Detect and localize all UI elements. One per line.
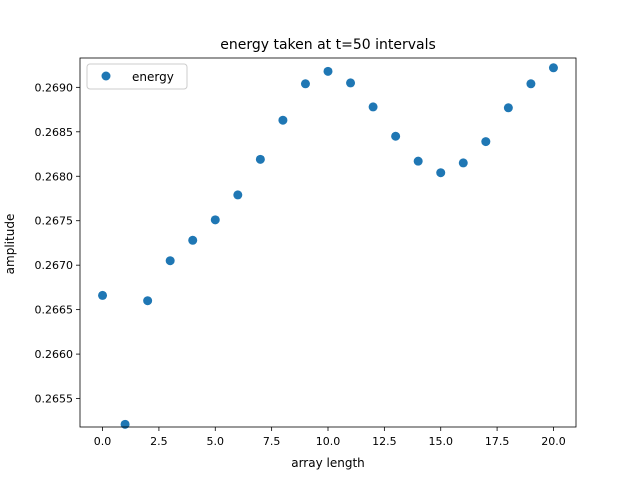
data-point — [165, 256, 175, 266]
data-point — [391, 131, 401, 141]
x-tick-label: 5.0 — [207, 435, 225, 448]
y-tick-label: 0.2675 — [35, 215, 74, 228]
y-tick-label: 0.2690 — [35, 81, 74, 94]
data-point — [481, 137, 491, 147]
x-tick-label: 20.0 — [541, 435, 566, 448]
x-tick-label: 0.0 — [94, 435, 112, 448]
data-point — [120, 419, 130, 429]
data-point — [548, 63, 558, 73]
data-point — [368, 102, 378, 112]
x-tick-label: 2.5 — [150, 435, 168, 448]
y-tick-label: 0.2685 — [35, 126, 74, 139]
x-axis-label: array length — [291, 456, 365, 470]
data-point — [300, 79, 310, 89]
data-point — [98, 290, 108, 300]
data-point — [323, 66, 333, 76]
data-point — [210, 215, 220, 225]
data-point — [346, 78, 356, 88]
axes-frame — [79, 57, 577, 428]
legend-frame — [86, 63, 188, 90]
data-point — [436, 168, 446, 178]
x-tick-label: 15.0 — [428, 435, 453, 448]
data-point — [188, 235, 198, 245]
plot-area: 0.0 2.5 5.0 7.5 10.0 12.5 15.0 17.5 20.0 0.2655 0.… — [35, 57, 577, 448]
y-tick-label: 0.2655 — [35, 393, 74, 406]
chart-title: energy taken at t=50 intervals — [220, 37, 436, 53]
legend-label-energy: energy — [132, 70, 174, 84]
x-tick-label: 12.5 — [372, 435, 397, 448]
x-tick-label: 17.5 — [485, 435, 510, 448]
y-tick-label: 0.2670 — [35, 259, 74, 272]
legend-marker — [101, 71, 111, 81]
data-point — [233, 190, 243, 200]
y-tick-label: 0.2660 — [35, 348, 74, 361]
data-point — [255, 154, 265, 164]
legend: energy — [86, 63, 188, 90]
y-axis-label: amplitude — [3, 214, 17, 275]
data-point — [458, 158, 468, 168]
data-point — [503, 103, 513, 113]
x-tick-label: 7.5 — [263, 435, 281, 448]
y-tick-label: 0.2665 — [35, 304, 74, 317]
y-tick-label: 0.2680 — [35, 170, 74, 183]
x-tick-label: 10.0 — [316, 435, 341, 448]
data-point — [278, 115, 288, 125]
data-point — [413, 156, 423, 166]
data-point — [143, 296, 153, 306]
data-point — [526, 79, 536, 89]
